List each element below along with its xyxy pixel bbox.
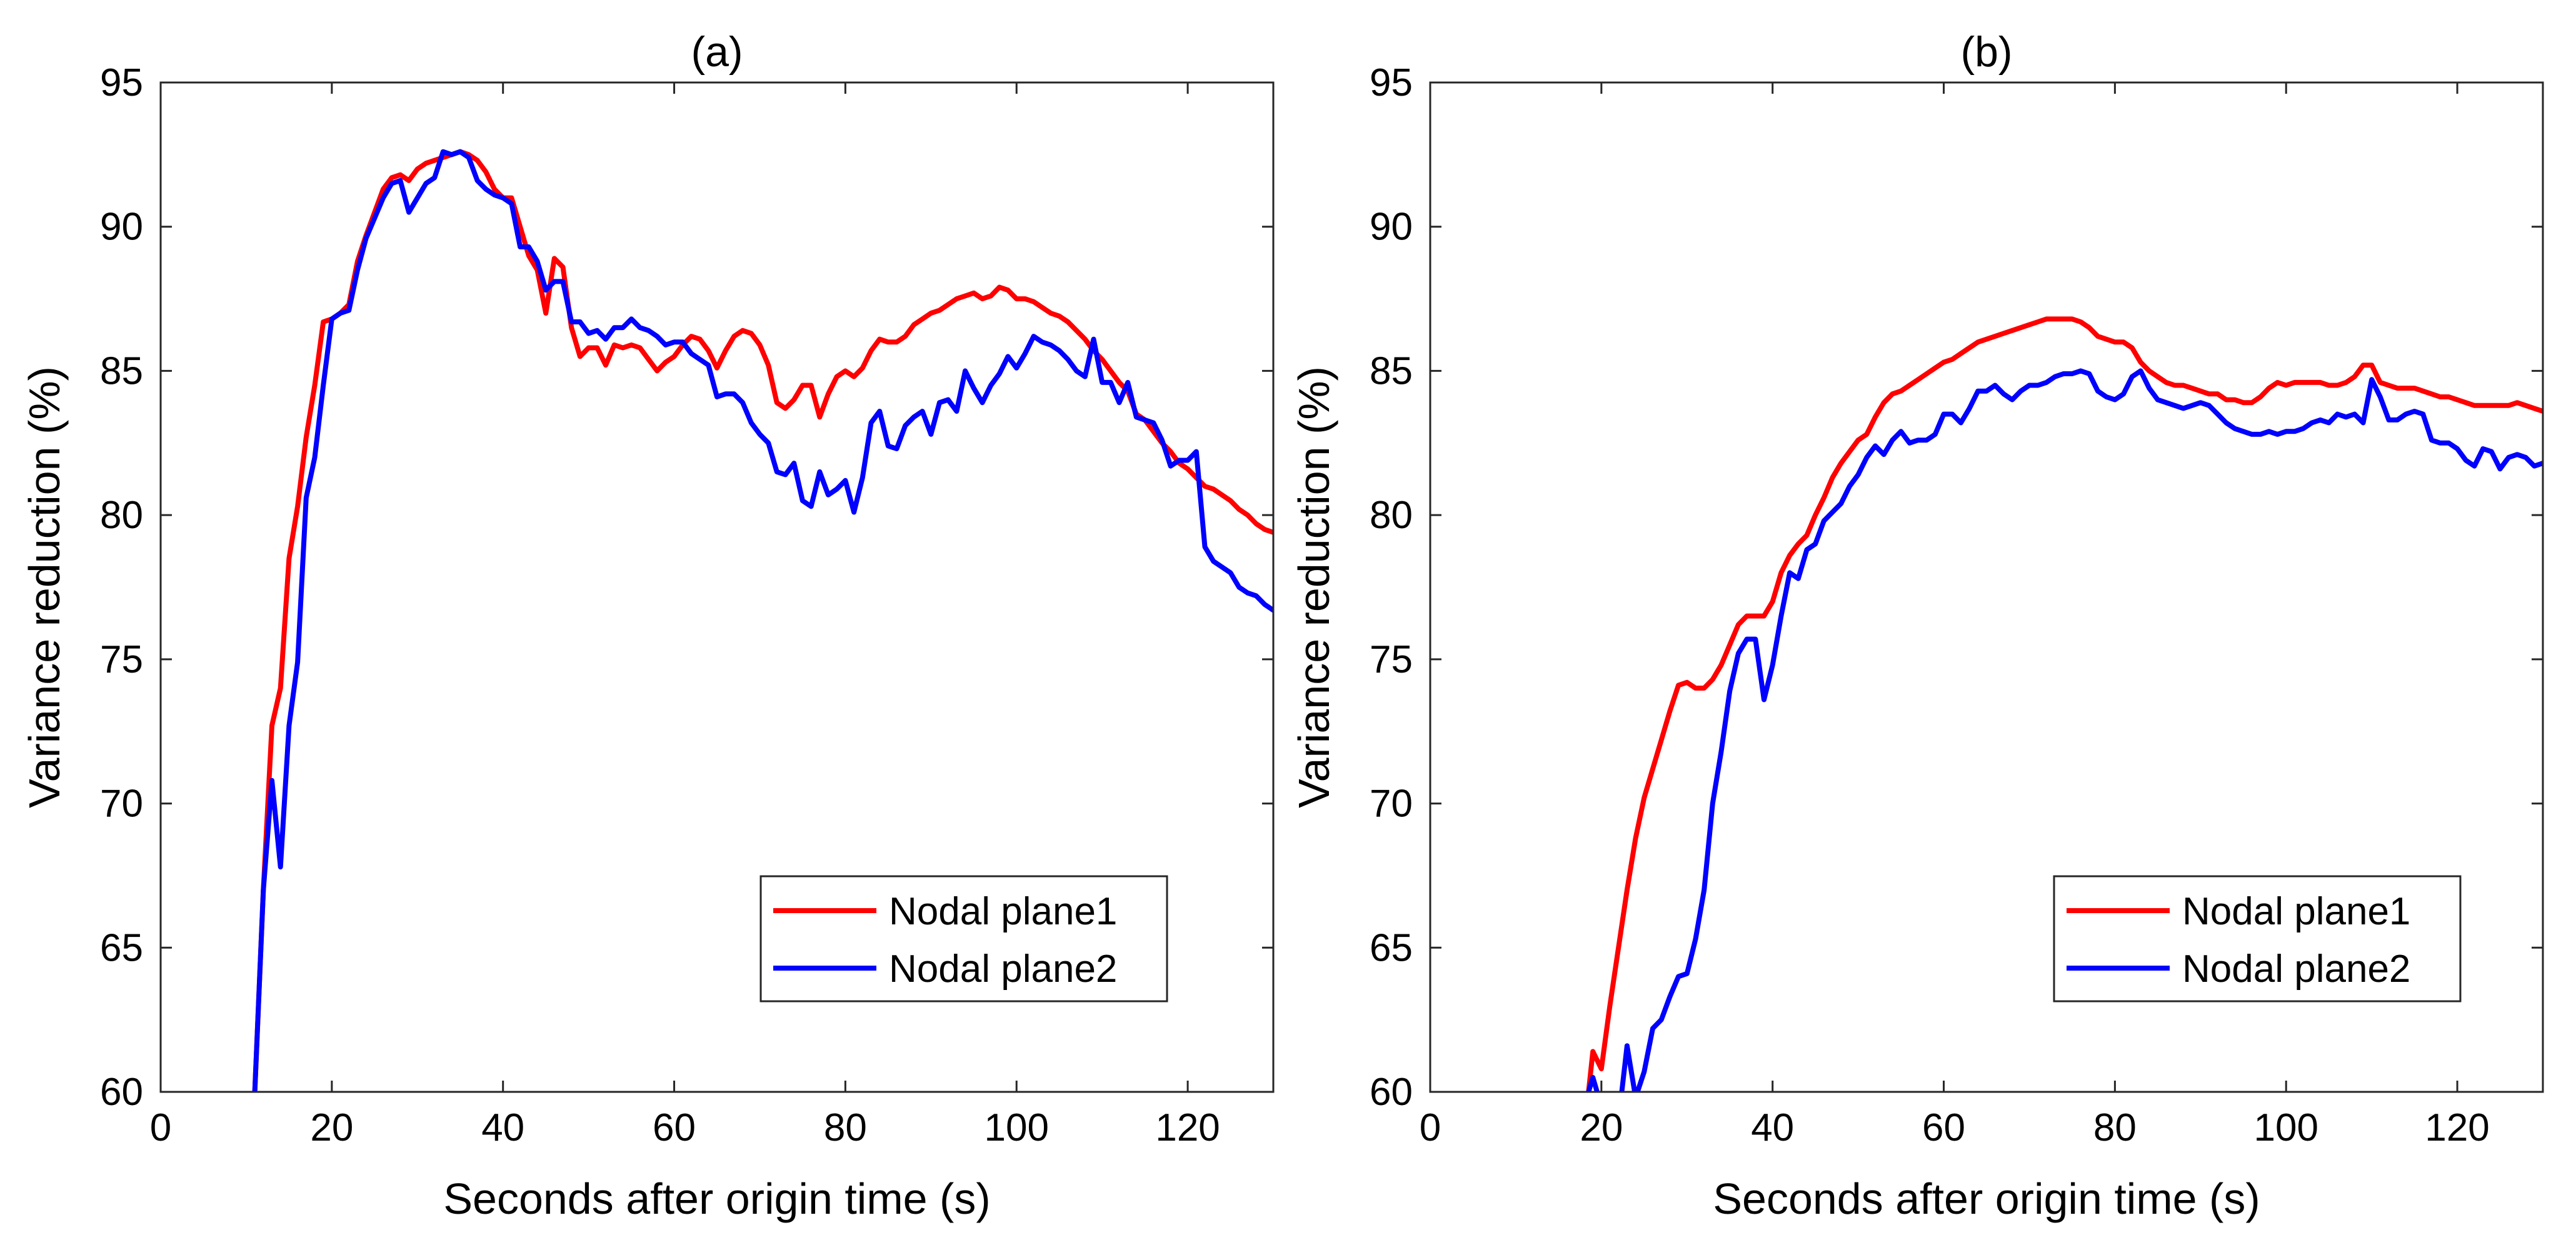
axes-frame (1429, 81, 2544, 1093)
y-tick-label: 65 (1370, 926, 1413, 969)
legend-label: Nodal plane1 (2182, 890, 2410, 933)
y-tick-label: 90 (1370, 206, 1413, 249)
x-tick-label: 0 (1420, 1106, 1441, 1149)
y-tick-label: 75 (1370, 638, 1413, 681)
y-axis-label: Variance reduction (%) (20, 366, 69, 808)
x-tick-label: 60 (1922, 1106, 1965, 1149)
y-tick-label: 80 (100, 494, 143, 537)
y-tick-label: 85 (100, 349, 143, 392)
y-tick-label: 95 (100, 61, 143, 104)
y-tick-label: 95 (1370, 61, 1413, 104)
x-tick-label: 0 (150, 1106, 171, 1149)
x-tick-label: 20 (1580, 1106, 1623, 1149)
series-line-nodal-plane1 (1586, 316, 2543, 1092)
x-tick-label: 20 (310, 1106, 353, 1149)
legend-label: Nodal plane2 (2182, 948, 2410, 991)
legend-label: Nodal plane1 (889, 890, 1117, 933)
panel-title: (b) (1960, 28, 2012, 76)
y-tick-label: 70 (1370, 782, 1413, 826)
y-tick-label: 80 (1370, 494, 1413, 537)
legend: Nodal plane1 Nodal plane2 (2053, 875, 2462, 1002)
x-tick-label: 100 (2254, 1106, 2318, 1149)
legend-box (759, 875, 1168, 1002)
x-tick-label: 40 (481, 1106, 524, 1149)
series-group (252, 149, 1273, 1092)
series-group (1586, 316, 2543, 1092)
y-tick-label: 85 (1370, 349, 1413, 392)
x-tick-label: 100 (985, 1106, 1049, 1149)
x-tick-label: 40 (1751, 1106, 1794, 1149)
series-line-nodal-plane2 (1586, 368, 2543, 1092)
y-tick-label: 75 (100, 638, 143, 681)
y-tick-label: 90 (100, 206, 143, 249)
x-axis-label: Seconds after origin time (s) (1713, 1174, 2260, 1223)
x-tick-label: 120 (2425, 1106, 2489, 1149)
panel-title: (a) (691, 28, 743, 76)
legend: Nodal plane1 Nodal plane2 (759, 875, 1168, 1002)
x-tick-label: 60 (653, 1106, 696, 1149)
axes-frame (159, 81, 1275, 1093)
y-tick-label: 65 (100, 926, 143, 969)
x-axis-label: Seconds after origin time (s) (443, 1174, 990, 1223)
y-axis-label: Variance reduction (%) (1290, 366, 1338, 808)
x-tick-label: 80 (2093, 1106, 2137, 1149)
x-tick-label: 80 (824, 1106, 867, 1149)
series-line-nodal-plane1 (252, 149, 1273, 1092)
y-tick-label: 60 (1370, 1071, 1413, 1114)
y-tick-label: 60 (100, 1071, 143, 1114)
legend-box (2053, 875, 2462, 1002)
panel-a: 0 20 40 60 80 100 120 60 65 70 75 80 85 90 95 (a) Second… (20, 28, 1275, 1223)
x-tick-label: 120 (1155, 1106, 1220, 1149)
panel-b: 0 20 40 60 80 100 120 60 65 70 75 80 85 90 95 (b) Second… (1290, 28, 2544, 1223)
series-line-nodal-plane2 (252, 149, 1273, 1092)
y-tick-label: 70 (100, 782, 143, 826)
legend-label: Nodal plane2 (889, 948, 1117, 991)
